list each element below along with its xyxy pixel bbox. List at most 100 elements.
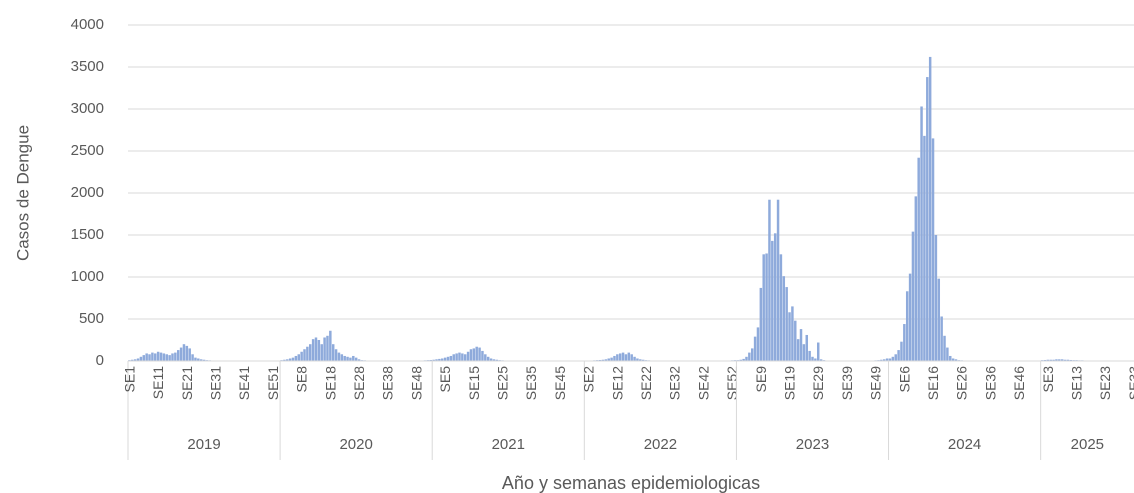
bar (756, 327, 760, 361)
bar (954, 359, 958, 361)
bar (819, 359, 823, 361)
bar (880, 359, 883, 361)
bar (750, 348, 754, 361)
bar (613, 355, 616, 361)
bar (320, 344, 323, 361)
bar (297, 354, 300, 361)
bar (294, 355, 298, 361)
bar (1060, 359, 1064, 361)
bar (903, 324, 906, 361)
x-tick-label: SE1 (121, 366, 137, 393)
bar (142, 355, 146, 361)
bar (900, 341, 903, 361)
bar (905, 291, 909, 361)
bar (443, 357, 447, 361)
bar (441, 358, 444, 361)
bar (607, 358, 610, 361)
bar (306, 346, 309, 361)
bar (317, 340, 321, 361)
y-tick-label: 1000 (71, 268, 104, 285)
bar (151, 352, 154, 361)
x-tick-label: SE32 (667, 366, 683, 400)
bar (349, 357, 352, 361)
x-tick-label: SE51 (265, 366, 281, 400)
bar (794, 320, 797, 361)
bar (311, 339, 315, 361)
bar (309, 344, 312, 361)
bar (753, 336, 757, 361)
bar (610, 357, 613, 361)
x-tick-label: SE46 (1011, 366, 1027, 400)
bar (458, 352, 461, 361)
bar (484, 354, 487, 361)
x-tick-label: SE22 (638, 366, 654, 400)
bar (928, 56, 932, 362)
bar (283, 359, 286, 361)
x-tick-label: SE16 (925, 366, 941, 400)
x-axis-title: Año y semanas epidemiologicas (502, 473, 760, 493)
bar (136, 358, 140, 361)
bar (639, 359, 642, 361)
bar (630, 354, 633, 361)
bar (323, 337, 326, 361)
bar (616, 354, 619, 361)
bar (288, 358, 292, 361)
bar (449, 355, 453, 361)
bar (782, 276, 786, 361)
x-tick-label: SE31 (208, 366, 224, 400)
x-tick-label: SE42 (695, 366, 711, 400)
bar (796, 339, 800, 361)
x-tick-label: SE25 (495, 366, 511, 400)
x-tick-label: SE2 (581, 366, 597, 393)
bar (598, 359, 602, 361)
group-label: 2024 (948, 436, 981, 453)
bar (1046, 359, 1050, 361)
bar (300, 351, 303, 361)
bar (943, 335, 946, 361)
bar (182, 344, 186, 361)
bar (883, 359, 886, 361)
bar (791, 306, 794, 361)
bar (303, 349, 306, 361)
bar (1055, 359, 1058, 361)
bar (748, 352, 751, 361)
y-tick-label: 2500 (71, 142, 104, 159)
bar (469, 349, 473, 361)
bar (133, 359, 137, 361)
bar (326, 335, 329, 361)
bar (911, 231, 915, 361)
bar (636, 358, 639, 361)
bar (914, 196, 918, 361)
bar (432, 359, 435, 361)
bar (354, 357, 358, 361)
x-tick-label: SE36 (982, 366, 998, 400)
bar (897, 350, 900, 361)
bar (618, 353, 622, 361)
bar (337, 352, 341, 361)
bar (188, 348, 191, 361)
bar (946, 347, 949, 361)
bar (475, 346, 478, 361)
x-tick-label: SE18 (322, 366, 338, 400)
bar (489, 358, 493, 361)
bar (291, 357, 295, 361)
bar (802, 344, 806, 361)
bar (340, 354, 344, 361)
bar (920, 106, 923, 361)
bar (165, 354, 168, 361)
y-tick-label: 3500 (71, 58, 104, 75)
bar (765, 253, 768, 361)
bar (805, 334, 808, 361)
y-tick-label: 0 (96, 352, 104, 369)
y-tick-label: 500 (79, 310, 104, 327)
y-tick-label: 4000 (71, 16, 104, 33)
group-label: 2022 (644, 436, 677, 453)
bar (940, 316, 943, 361)
bar (352, 355, 355, 361)
bar (154, 353, 157, 361)
bar (776, 199, 780, 361)
bar (624, 354, 628, 361)
bar (179, 347, 183, 361)
group-label: 2023 (796, 436, 829, 453)
